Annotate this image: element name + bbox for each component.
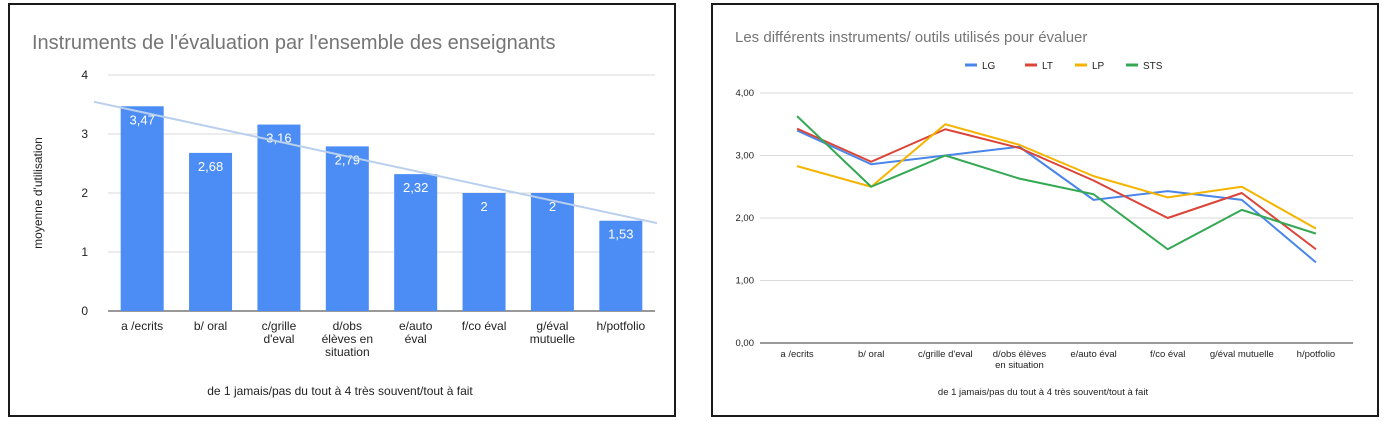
x-tick-label: éval xyxy=(405,332,427,346)
x-tick-label: d'eval xyxy=(263,332,294,346)
legend-label: STS xyxy=(1143,61,1163,72)
y-tick-label: 4,00 xyxy=(736,88,755,99)
bar xyxy=(189,152,233,311)
series-line-lp xyxy=(796,123,1317,230)
legend-label: LT xyxy=(1042,61,1053,72)
series-line-lt xyxy=(796,127,1317,251)
y-tick-label: 1,00 xyxy=(736,276,755,287)
data-label: 1,53 xyxy=(608,227,633,242)
x-tick-label: d/obs xyxy=(333,319,362,333)
x-tick-label: d/obs élèves xyxy=(993,349,1047,360)
x-tick-label: g/éval mutuelle xyxy=(1210,349,1274,360)
chart-title: Instruments de l'évaluation par l'ensemb… xyxy=(32,32,556,54)
y-axis-label: moyenne d'utilisation xyxy=(31,137,45,249)
bar xyxy=(599,220,643,311)
bar xyxy=(462,193,506,311)
line-chart: Les différents instruments/ outils utili… xyxy=(735,29,1353,398)
y-tick-label: 3,00 xyxy=(736,151,755,162)
y-tick-label: 2 xyxy=(81,186,88,200)
bar xyxy=(394,174,438,311)
data-label: 2 xyxy=(549,199,556,214)
x-tick-label: c/grille d'eval xyxy=(918,349,973,360)
data-label: 3,47 xyxy=(130,112,155,127)
y-tick-label: 0,00 xyxy=(736,338,755,349)
x-tick-label: b/ oral xyxy=(194,319,227,333)
series-line-lg xyxy=(796,129,1317,264)
legend-label: LP xyxy=(1092,61,1105,72)
x-tick-label: situation xyxy=(325,345,370,359)
x-tick-label: e/auto xyxy=(399,319,433,333)
right-chart-panel: Les différents instruments/ outils utili… xyxy=(711,3,1379,417)
x-tick-label: en situation xyxy=(995,360,1044,371)
x-tick-label: b/ oral xyxy=(858,349,884,360)
data-label: 2,32 xyxy=(403,180,428,195)
x-tick-label: g/éval xyxy=(536,319,568,333)
x-tick-label: f/co éval xyxy=(462,319,507,333)
y-tick-label: 0 xyxy=(81,304,88,318)
data-label: 2,68 xyxy=(198,159,223,174)
left-chart-panel: Instruments de l'évaluation par l'ensemb… xyxy=(8,3,676,417)
data-label: 3,16 xyxy=(266,131,291,146)
data-label: 2 xyxy=(480,199,487,214)
bar xyxy=(325,146,369,311)
chart-title: Les différents instruments/ outils utili… xyxy=(735,29,1087,46)
x-tick-label: f/co éval xyxy=(1150,349,1185,360)
x-tick-label: h/potfolio xyxy=(1297,349,1336,360)
x-tick-label: mutuelle xyxy=(530,332,576,346)
y-tick-label: 4 xyxy=(81,68,88,82)
x-tick-label: élèves en xyxy=(322,332,373,346)
x-tick-label: e/auto éval xyxy=(1070,349,1116,360)
series-line-sts xyxy=(796,115,1317,251)
bar-chart: Instruments de l'évaluation par l'ensemb… xyxy=(31,32,658,398)
x-tick-label: c/grille xyxy=(262,319,297,333)
x-tick-label: a /ecrits xyxy=(121,319,163,333)
x-tick-label: h/potfolio xyxy=(596,319,645,333)
data-label: 2,79 xyxy=(335,152,360,167)
x-axis-label: de 1 jamais/pas du tout à 4 très souvent… xyxy=(938,387,1149,398)
x-tick-label: a /ecrits xyxy=(780,349,814,360)
bar xyxy=(120,106,164,312)
x-axis-label: de 1 jamais/pas du tout à 4 très souvent… xyxy=(207,384,473,398)
bar xyxy=(257,124,301,311)
y-tick-label: 2,00 xyxy=(736,213,755,224)
y-tick-label: 1 xyxy=(81,245,88,259)
y-tick-label: 3 xyxy=(81,127,88,141)
bar xyxy=(530,193,574,311)
trend-line xyxy=(93,100,658,225)
legend-label: LG xyxy=(982,61,996,72)
